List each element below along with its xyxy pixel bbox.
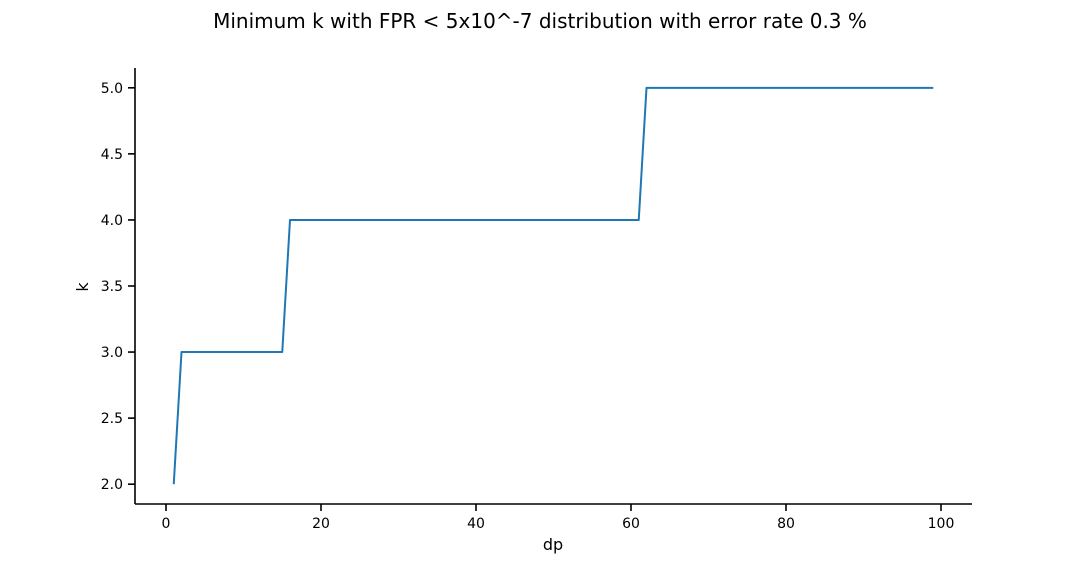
y-tick-label: 4.0	[101, 213, 123, 229]
series-line	[172, 86, 934, 485]
y-tick-label: 4.5	[101, 147, 123, 163]
y-tick-label: 3.5	[101, 279, 123, 295]
x-axis-ticks: 0 20 40 60 80 100	[162, 504, 955, 532]
x-tick-label: 40	[467, 516, 485, 532]
y-tick-label: 2.5	[101, 411, 123, 427]
y-axis-label: k	[73, 282, 92, 292]
x-tick-label: 100	[928, 516, 955, 532]
y-tick-label: 2.0	[101, 477, 123, 493]
x-tick-label: 60	[622, 516, 640, 532]
x-tick-label: 0	[162, 516, 171, 532]
series-layer	[172, 86, 934, 485]
y-axis-ticks: 2.0 2.5 3.0 3.5 4.0 4.5 5.0	[101, 81, 135, 493]
x-tick-label: 20	[312, 516, 330, 532]
x-tick-label: 80	[777, 516, 795, 532]
y-tick-label: 5.0	[101, 81, 123, 97]
y-tick-label: 3.0	[101, 345, 123, 361]
chart-title: Minimum k with FPR < 5x10^-7 distributio…	[213, 9, 867, 33]
x-axis-label: dp	[543, 535, 563, 554]
